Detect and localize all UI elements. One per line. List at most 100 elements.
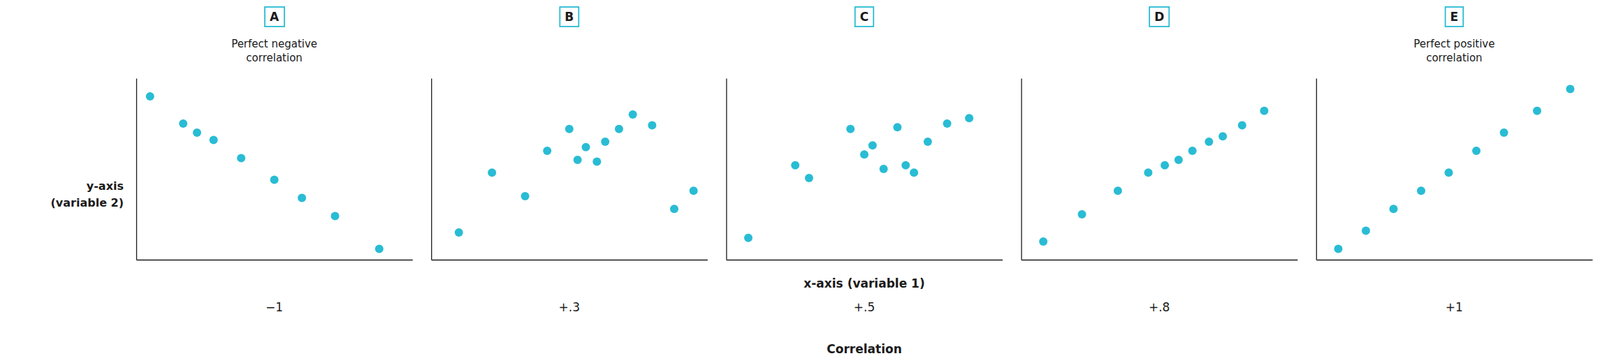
- point: [670, 204, 679, 214]
- point: [943, 119, 952, 128]
- point: [487, 168, 497, 177]
- point: [1388, 204, 1398, 214]
- panel: [136, 78, 413, 261]
- annotation: +.5: [853, 300, 875, 315]
- caption: Correlation: [826, 342, 903, 357]
- text-line: correlation: [1426, 51, 1483, 65]
- point: [1238, 121, 1247, 130]
- point: [1361, 226, 1371, 235]
- y-axis-line: [136, 78, 137, 261]
- point: [565, 125, 574, 134]
- panel: [726, 78, 1003, 261]
- point: [542, 146, 552, 156]
- text-line: (variable 2): [50, 196, 124, 210]
- title-box: [1149, 6, 1169, 27]
- panel: [1316, 78, 1593, 261]
- panel-title: B: [559, 6, 579, 27]
- panel: [1021, 78, 1298, 261]
- point: [1532, 106, 1542, 116]
- point: [375, 244, 384, 253]
- point: [879, 164, 889, 174]
- points: [1038, 106, 1269, 246]
- text-line: y-axis: [86, 179, 124, 193]
- panel-title: D: [1149, 6, 1169, 27]
- title: A: [269, 9, 280, 24]
- panel-title: A: [264, 6, 285, 27]
- x-axis-line: [726, 259, 1003, 261]
- y-axis: [431, 78, 432, 261]
- title-box: [1445, 6, 1464, 27]
- x-axis-line: [1021, 259, 1298, 261]
- annotation: −1: [265, 300, 283, 315]
- title: E: [1450, 9, 1459, 24]
- point: [1113, 186, 1123, 195]
- point: [331, 212, 340, 221]
- point: [923, 137, 933, 147]
- point: [860, 150, 869, 159]
- points: [1333, 85, 1575, 254]
- points: [146, 92, 384, 253]
- point: [614, 125, 624, 134]
- point: [964, 113, 974, 123]
- point: [192, 128, 202, 137]
- point: [1038, 237, 1048, 246]
- y-axis: [1021, 78, 1023, 261]
- point: [790, 161, 800, 170]
- point: [178, 119, 188, 128]
- point: [270, 176, 279, 185]
- annotation: +.3: [558, 300, 580, 315]
- point: [1078, 210, 1087, 219]
- x-axis: [431, 259, 708, 261]
- point: [1174, 155, 1183, 165]
- y-axis-line: [1316, 78, 1318, 261]
- point: [744, 234, 753, 243]
- point: [804, 173, 814, 183]
- point: [454, 228, 464, 237]
- point: [689, 186, 698, 195]
- point: [892, 122, 902, 132]
- point: [846, 125, 855, 134]
- point: [297, 194, 307, 203]
- x-axis: [136, 259, 413, 261]
- point: [1444, 168, 1453, 177]
- text-line: Perfect positive: [1413, 37, 1495, 51]
- text-line: correlation: [245, 51, 303, 65]
- figure: APerfect negativecorrelation−1y-axis(var…: [0, 0, 1600, 363]
- point: [1218, 132, 1227, 141]
- points: [454, 110, 698, 237]
- panel: [431, 78, 708, 261]
- x-label: x-axis (variable 1): [803, 276, 925, 291]
- point: [592, 157, 601, 167]
- point: [1160, 161, 1169, 170]
- annotation: +.8: [1148, 300, 1170, 315]
- point: [901, 161, 910, 170]
- x-axis-line: [136, 259, 413, 261]
- x-axis: [726, 259, 1003, 261]
- point: [647, 121, 657, 130]
- title-box: [855, 6, 874, 27]
- subtitle: Perfect positivecorrelation: [1413, 37, 1495, 65]
- point: [1333, 244, 1343, 253]
- title: C: [860, 9, 869, 24]
- point: [146, 92, 155, 101]
- title: B: [564, 9, 574, 24]
- y-axis: [1316, 78, 1318, 261]
- point: [1416, 186, 1426, 195]
- point: [1259, 106, 1269, 116]
- x-axis-line: [431, 259, 708, 261]
- point: [909, 168, 919, 177]
- point: [209, 135, 218, 144]
- y-label: y-axis (variable 2): [50, 179, 124, 210]
- y-axis: [725, 78, 727, 261]
- panel-title: C: [855, 6, 874, 27]
- title: D: [1154, 9, 1165, 24]
- point: [573, 155, 583, 165]
- points: [744, 113, 974, 243]
- text-line: Perfect negative: [231, 37, 318, 51]
- annotation: +1: [1445, 300, 1464, 315]
- panel-title: E: [1445, 6, 1464, 27]
- title-box: [264, 6, 285, 27]
- x-axis: [1316, 259, 1593, 261]
- point: [1188, 146, 1197, 156]
- point: [628, 110, 638, 119]
